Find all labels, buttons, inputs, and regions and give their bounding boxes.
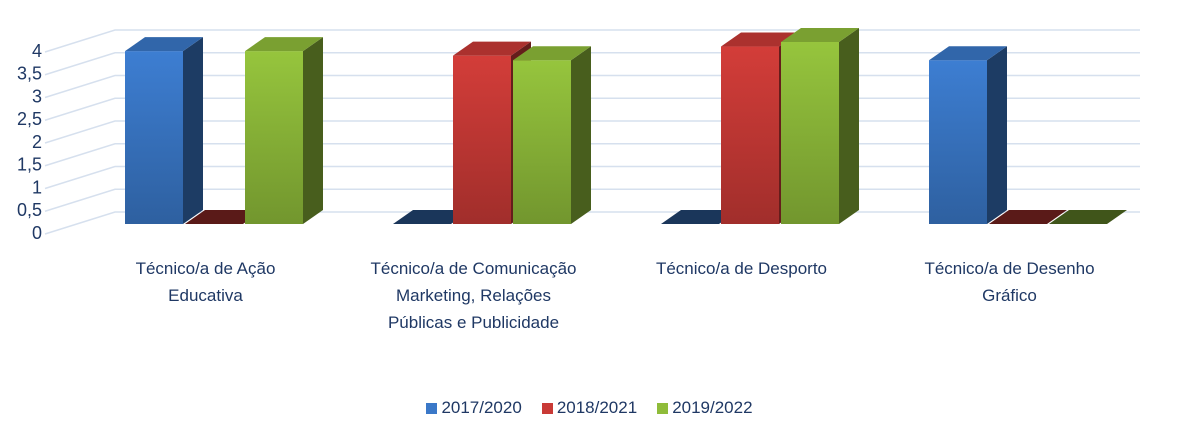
- y-tick-label: 4: [32, 41, 42, 61]
- legend-swatch: [541, 403, 553, 414]
- bar-side: [987, 46, 1007, 225]
- bar-top: [185, 210, 263, 224]
- bar-top: [245, 37, 323, 52]
- bar-side: [571, 46, 591, 225]
- y-tick-label: 3: [32, 86, 42, 106]
- bar-front: [125, 51, 183, 224]
- bar-top: [929, 46, 1007, 61]
- bar: [245, 37, 323, 224]
- y-tick-label: 0,5: [17, 200, 42, 220]
- bar-front: [781, 42, 839, 224]
- legend-swatch: [657, 403, 669, 414]
- legend: 2017/2020 2018/2021 2019/2022: [0, 398, 1179, 418]
- bar-top: [453, 41, 531, 56]
- bar: [661, 210, 739, 224]
- x-tick-label: Técnico/a de Ação Educativa: [135, 259, 276, 305]
- legend-item: 2018/2021: [541, 398, 638, 418]
- x-tick-label: Técnico/a de Comunicação Marketing, Rela…: [370, 259, 577, 332]
- y-tick-label: 2: [32, 132, 42, 152]
- bar: [125, 37, 203, 224]
- y-tick-label: 3,5: [17, 64, 42, 84]
- bar-side: [839, 28, 859, 224]
- legend-label: 2018/2021: [556, 398, 638, 417]
- y-tick-label: 1,5: [17, 155, 42, 175]
- bar-top: [721, 32, 799, 47]
- bar-top: [125, 37, 203, 52]
- bar-side: [183, 37, 203, 224]
- bar-front: [245, 51, 303, 224]
- bar-top: [393, 210, 471, 224]
- legend-label: 2017/2020: [441, 398, 522, 417]
- bar-front: [453, 55, 511, 225]
- y-tick-label: 2,5: [17, 109, 42, 129]
- bar-top: [661, 210, 739, 224]
- bar: [1049, 210, 1127, 224]
- bar: [185, 210, 263, 224]
- legend-item: 2019/2022: [657, 398, 753, 418]
- bar-top: [781, 28, 859, 42]
- bar-front: [513, 60, 571, 225]
- bar: [989, 210, 1067, 224]
- legend-item: 2017/2020: [426, 398, 522, 418]
- x-tick-label: Técnico/a de Desporto: [655, 259, 828, 278]
- legend-label: 2019/2022: [672, 398, 753, 417]
- bar-front: [721, 46, 779, 224]
- bar-top: [1049, 210, 1127, 224]
- bar: [781, 28, 859, 224]
- y-tick-label: 1: [32, 177, 42, 197]
- x-tick-label: Técnico/a de Desenho Gráfico: [924, 259, 1095, 305]
- bar-top: [513, 46, 591, 61]
- bar: [513, 46, 591, 225]
- legend-swatch: [426, 403, 438, 414]
- bar-side: [303, 37, 323, 224]
- bar-front: [929, 60, 987, 225]
- bar: [929, 46, 1007, 225]
- y-tick-label: 0: [32, 223, 42, 243]
- bar-top: [989, 210, 1067, 224]
- bar: [393, 210, 471, 224]
